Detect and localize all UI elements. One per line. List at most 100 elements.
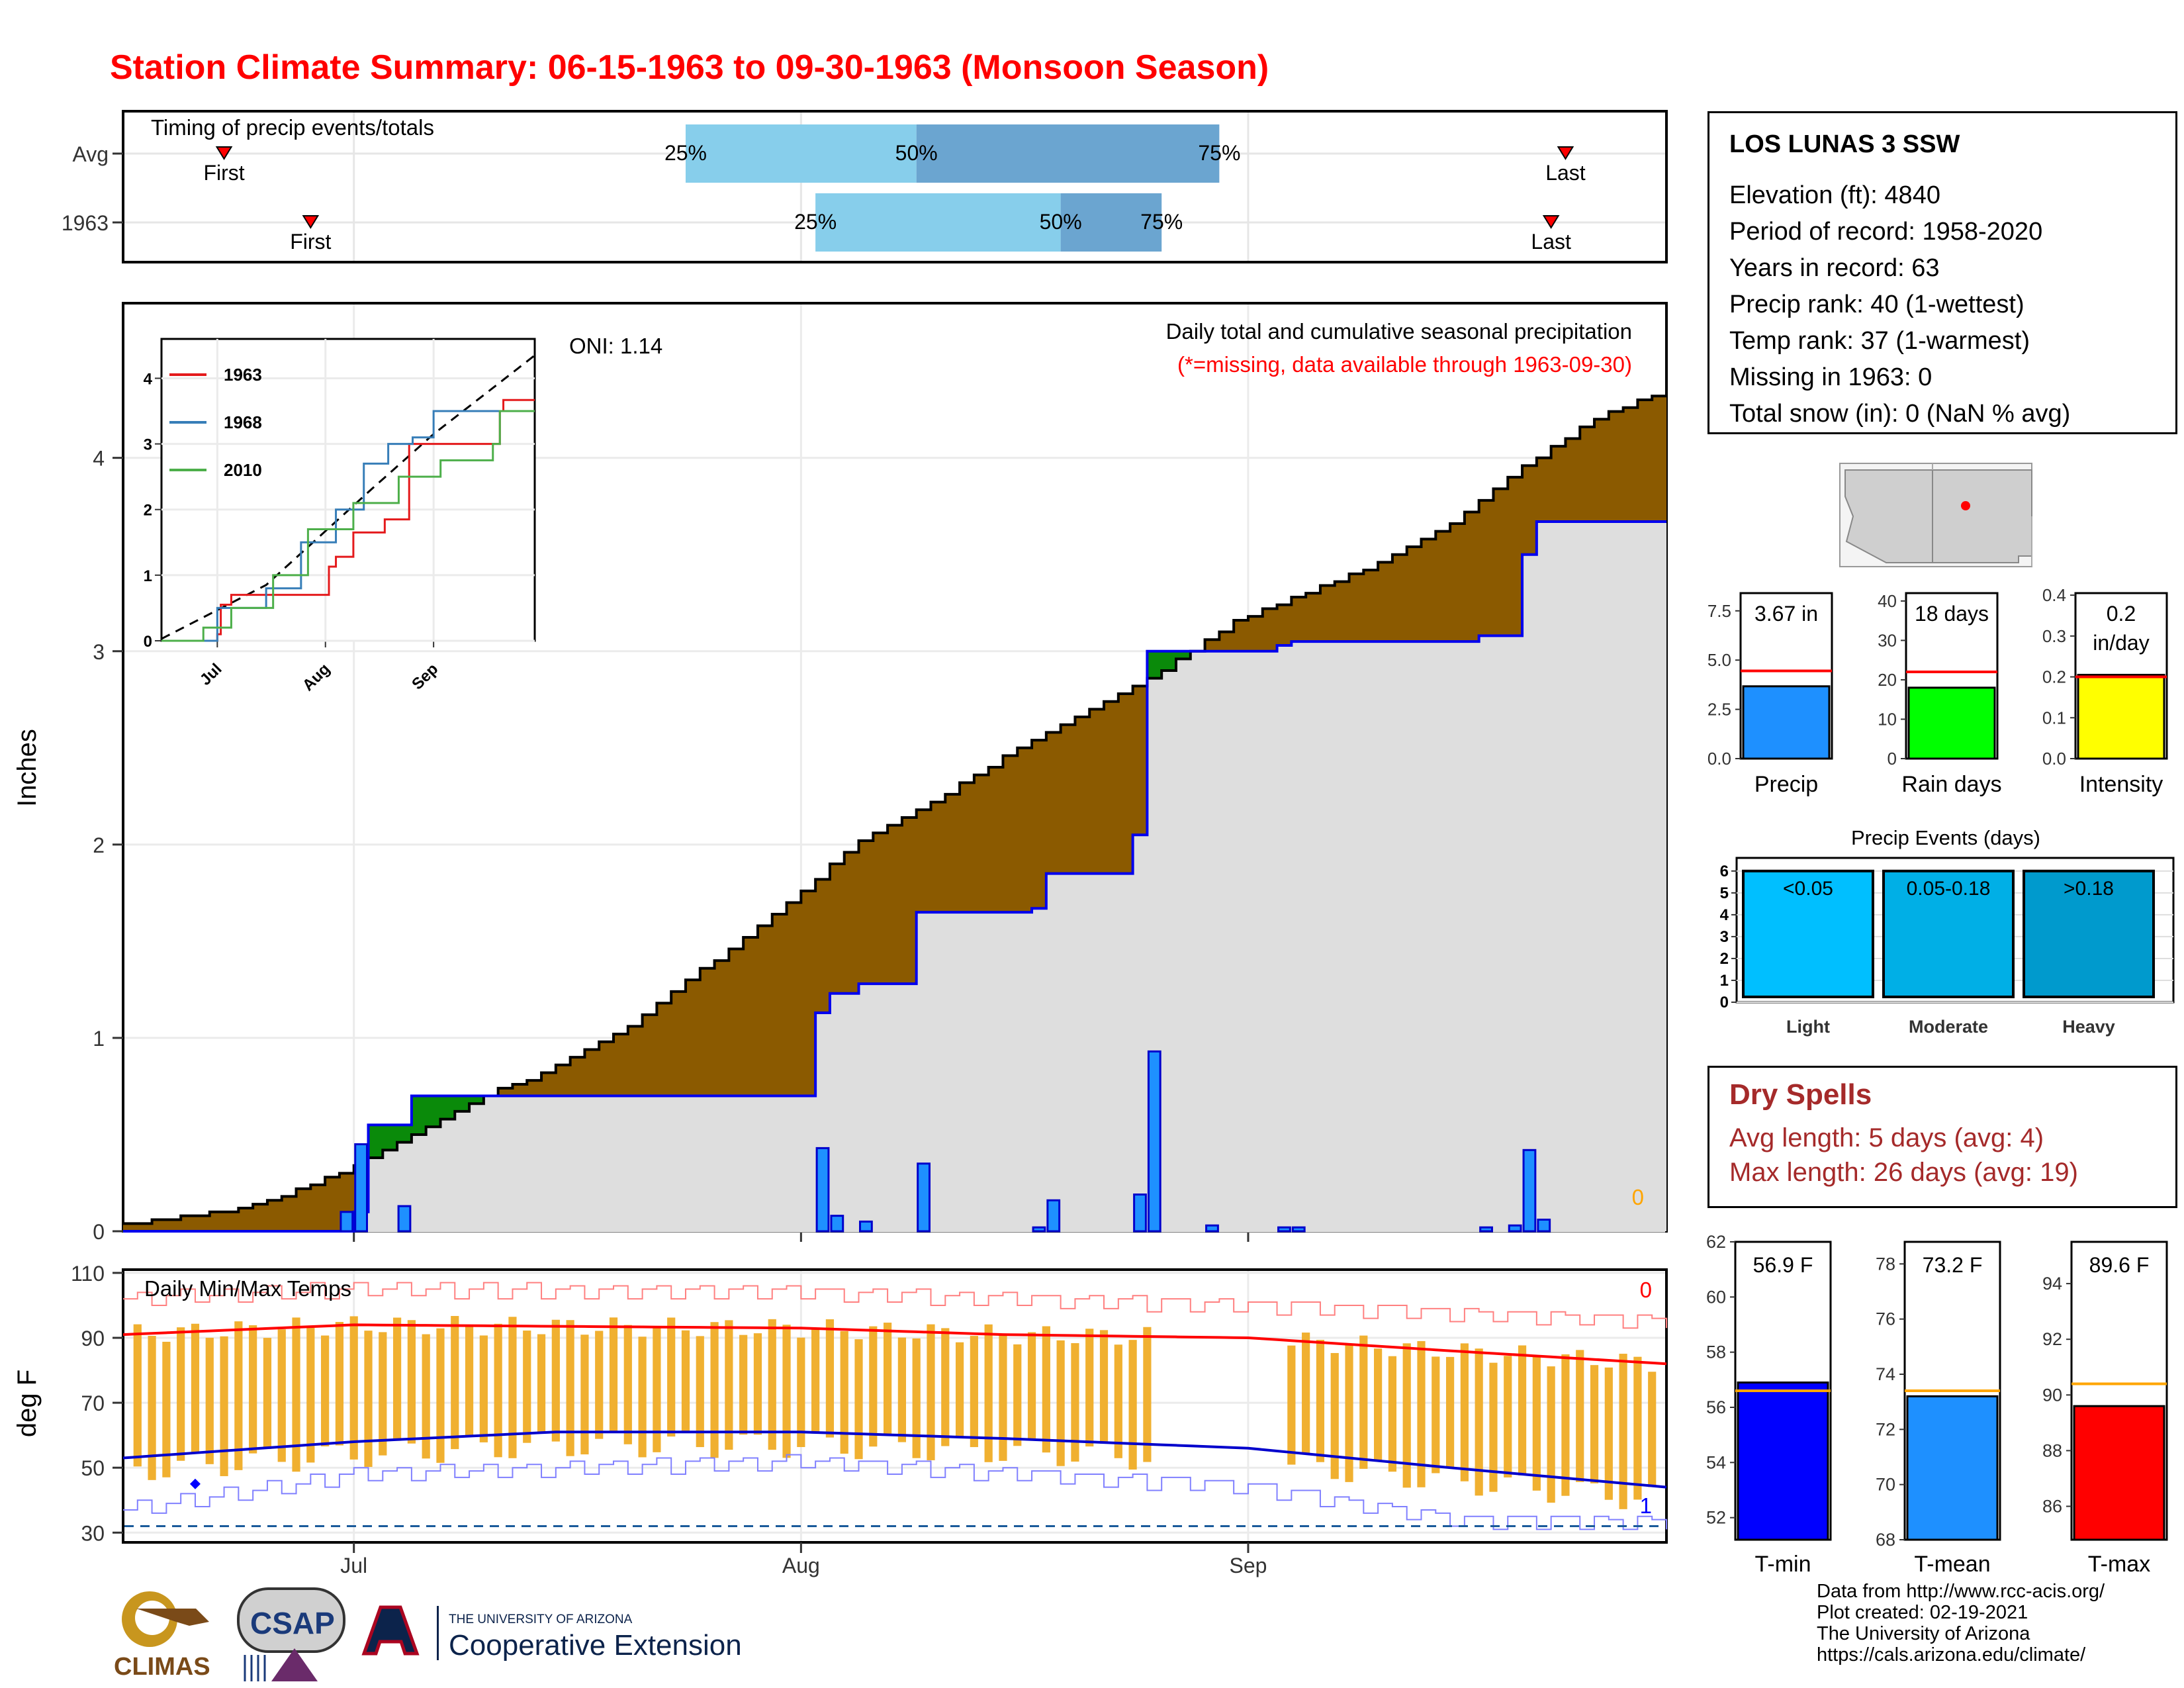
temp-bar-y-tick-label: 58 <box>1706 1342 1726 1362</box>
temp-bar-y-tick-label: 70 <box>1876 1475 1895 1495</box>
daily-temp-bar <box>696 1336 704 1448</box>
temp-bar-y-tick-label: 56 <box>1706 1397 1726 1417</box>
daily-temp-bar <box>884 1323 892 1435</box>
summary-y-tick-label: 30 <box>1878 630 1897 650</box>
daily-temp-bar <box>623 1325 632 1444</box>
temp-bar-label: T-min <box>1755 1552 1811 1577</box>
summary-bar-label: Rain days <box>1901 772 2001 797</box>
precip-y-tick-label: 1 <box>93 1027 105 1051</box>
summary-value-label: in/day <box>2093 631 2149 655</box>
first-event-label: First <box>290 230 331 254</box>
climas-logo-text: CLIMAS <box>114 1653 210 1681</box>
summary-value-label: 0.2 <box>2107 602 2136 626</box>
daily-precip-bar <box>917 1162 931 1233</box>
temp-bar-y-tick-label: 78 <box>1876 1254 1895 1274</box>
daily-temp-bar <box>494 1323 502 1458</box>
dry-spells-title: Dry Spells <box>1729 1078 1872 1111</box>
last-event-marker <box>1542 215 1560 229</box>
daily-temp-bar <box>551 1319 560 1442</box>
inset-y-tick-label: 0 <box>144 633 152 651</box>
precip-subtitle: Daily total and cumulative seasonal prec… <box>1166 319 1632 344</box>
daily-temp-bar <box>725 1320 733 1450</box>
daily-temp-bar <box>1042 1326 1050 1453</box>
temp-bar-value <box>1737 1382 1829 1541</box>
cumulative-surplus-area <box>368 651 1191 1158</box>
events-bar <box>1742 869 1874 999</box>
daily-temp-bar <box>1143 1327 1152 1462</box>
events-bar-label: Moderate <box>1909 1017 1988 1037</box>
temps-chart <box>122 1282 1667 1530</box>
daily-temp-bar <box>1619 1354 1627 1509</box>
events-y-tick-label: 0 <box>1720 994 1729 1011</box>
dry-spells-box: Dry Spells Avg length: 5 days (avg: 4) M… <box>1707 1066 2177 1208</box>
timing-bar-q25-q50 <box>815 193 1061 252</box>
daily-temp-bar <box>825 1319 835 1438</box>
temp-bar-y-tick-label: 86 <box>2042 1497 2062 1517</box>
summary-bar-value <box>2077 673 2165 760</box>
daily-temp-bar <box>249 1325 257 1454</box>
daily-temp-bar <box>1604 1367 1613 1500</box>
first-event-label: First <box>203 161 244 185</box>
daily-temp-bar <box>234 1321 243 1470</box>
climas-logo: CLIMAS <box>114 1591 210 1681</box>
daily-temp-bar <box>580 1335 589 1455</box>
events-bar-label: Heavy <box>2062 1017 2115 1037</box>
daily-precip-bar <box>397 1205 412 1233</box>
events-y-tick-label: 5 <box>1720 884 1729 902</box>
temps-x-tick-label: Aug <box>782 1554 820 1577</box>
csap-logo: CSAP <box>237 1587 345 1681</box>
summary-y-tick-label: 5.0 <box>1707 650 1731 670</box>
cumulative-average-line <box>123 392 1668 1225</box>
events-bar-range: <0.05 <box>1783 878 1833 900</box>
summary-value-label: 3.67 in <box>1754 602 1818 626</box>
summary-y-tick-label: 7.5 <box>1707 601 1731 621</box>
daily-temp-bar <box>1561 1354 1570 1496</box>
summary-y-tick-label: 20 <box>1878 670 1897 690</box>
inset-legend-label: 1963 <box>224 365 262 385</box>
cumulative-1963-line <box>123 520 1666 1233</box>
daily-temp-bar <box>220 1336 228 1476</box>
summary-y-tick-label: 10 <box>1878 709 1897 729</box>
daily-temp-bar <box>941 1328 950 1446</box>
daily-temp-bar <box>1027 1332 1036 1440</box>
daily-temp-bar <box>1432 1356 1440 1474</box>
record-low-count: 1 <box>1640 1493 1652 1518</box>
station-info-box: LOS LUNAS 3 SSW Elevation (ft): 4840 Per… <box>1707 111 2177 434</box>
timing-row-label: Avg <box>72 142 109 166</box>
daily-temp-bar <box>1128 1340 1137 1470</box>
temps-label: Daily Min/Max Temps <box>144 1276 351 1301</box>
daily-temp-bar <box>148 1336 156 1480</box>
daily-temp-bar <box>1590 1365 1599 1483</box>
station-name: LOS LUNAS 3 SSW <box>1729 130 1960 158</box>
first-event-marker <box>302 215 320 229</box>
daily-temp-bar <box>609 1317 618 1432</box>
daily-temp-bar <box>1316 1340 1325 1462</box>
temps-y-tick-label: 50 <box>81 1456 105 1480</box>
daily-temp-bar <box>292 1317 300 1472</box>
daily-precip-bar <box>354 1143 369 1233</box>
daily-precip-bar <box>1522 1149 1537 1233</box>
daily-temp-bar <box>451 1315 459 1450</box>
daily-temp-bar <box>1330 1352 1339 1479</box>
daily-precip-bar <box>1046 1199 1061 1233</box>
events-y-tick-label: 2 <box>1720 950 1729 968</box>
credit-line: Plot created: 02-19-2021 <box>1817 1602 2028 1623</box>
temp-bar-label: T-max <box>2088 1552 2150 1577</box>
timing-bar-q50-q75 <box>916 124 1220 183</box>
daily-temp-bar <box>1648 1372 1657 1487</box>
timing-bar-q50-q75 <box>1060 193 1162 252</box>
daily-temp-bar <box>177 1327 185 1461</box>
temp-bar-value-label: 73.2 F <box>1923 1253 1983 1277</box>
summary-y-tick-label: 0 <box>1888 749 1897 769</box>
daily-temp-bar <box>407 1320 416 1444</box>
daily-temp-bar <box>436 1328 445 1463</box>
tmax-average-line <box>122 1323 1667 1366</box>
temp-bar-value-label: 56.9 F <box>1753 1253 1813 1277</box>
summary-value-label: 18 days <box>1915 602 1989 626</box>
record-low-marker <box>189 1478 201 1489</box>
temp-bar-y-tick-label: 76 <box>1876 1309 1895 1329</box>
daily-temp-bar <box>869 1326 878 1447</box>
precip-ylabel: Inches <box>13 729 42 807</box>
daily-temp-bar <box>595 1331 604 1439</box>
